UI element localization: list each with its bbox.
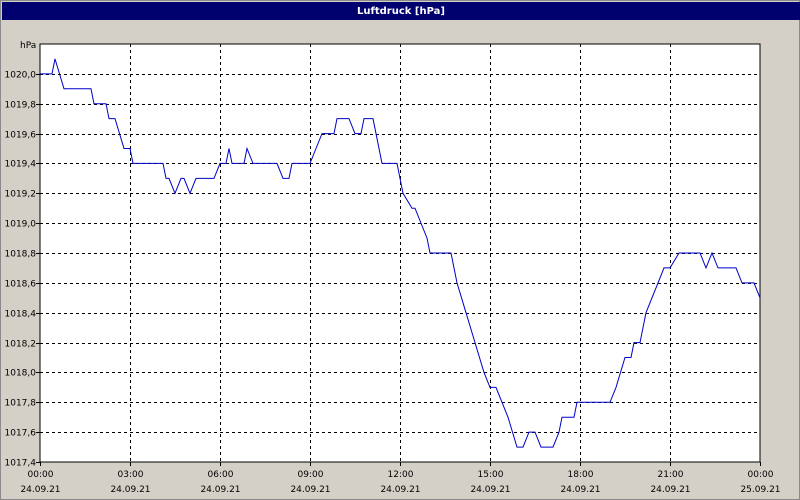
chart-title: Luftdruck [hPa] (2, 2, 800, 20)
x-tick-time-label: 15:00 (478, 470, 504, 480)
y-tick-label: 1018,0 (5, 369, 37, 379)
y-tick-label: 1017,6 (5, 429, 37, 439)
x-tick-time-label: 00:00 (748, 470, 774, 480)
y-tick-label: 1019,8 (5, 101, 37, 111)
x-tick-time-label: 12:00 (388, 470, 414, 480)
x-tick-time-label: 18:00 (568, 470, 594, 480)
x-tick-time-label: 21:00 (658, 470, 684, 480)
y-tick-label: 1018,6 (5, 280, 37, 290)
x-axis-ticks: 00:00 24.09.21 03:00 24.09.21 06:00 24.09.21 0… (20, 462, 781, 495)
x-tick-date-label: 24.09.21 (290, 485, 330, 495)
y-tick-label: 1017,8 (5, 399, 37, 409)
y-tick-label: 1020,0 (5, 71, 37, 81)
y-tick-label: 1018,2 (5, 340, 37, 350)
y-tick-label: 1019,0 (5, 220, 37, 230)
y-tick-label: 1018,4 (5, 310, 37, 320)
y-tick-label: 1019,4 (5, 160, 37, 170)
x-tick-date-label: 24.09.21 (200, 485, 240, 495)
x-tick-time-label: 09:00 (298, 470, 324, 480)
grid (40, 44, 760, 462)
x-tick-time-label: 03:00 (118, 470, 144, 480)
y-tick-label: 1017,4 (5, 459, 37, 469)
x-tick-date-label: 25.09.21 (740, 485, 780, 495)
x-tick-date-label: 24.09.21 (650, 485, 690, 495)
pressure-series-line (40, 58, 761, 448)
y-tick-label: 1019,2 (5, 190, 37, 200)
x-tick-date-label: 24.09.21 (560, 485, 600, 495)
y-axis-unit-label: hPa (20, 41, 36, 51)
y-axis-ticks: 1017,4 1017,6 1017,8 1018,0 1018,2 1018,4 1018… (5, 71, 40, 469)
y-tick-label: 1018,8 (5, 250, 37, 260)
x-tick-date-label: 24.09.21 (110, 485, 150, 495)
x-tick-date-label: 24.09.21 (470, 485, 510, 495)
x-tick-time-label: 06:00 (208, 470, 234, 480)
x-tick-date-label: 24.09.21 (20, 485, 60, 495)
x-tick-date-label: 24.09.21 (380, 485, 420, 495)
y-tick-label: 1019,6 (5, 131, 37, 141)
x-tick-time-label: 00:00 (28, 470, 54, 480)
